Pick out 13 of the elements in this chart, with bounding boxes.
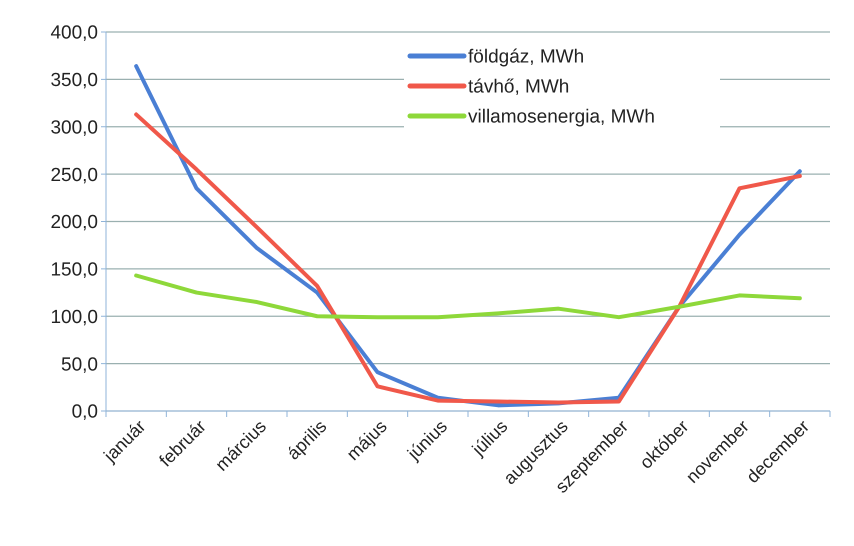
legend-label: földgáz, MWh	[468, 46, 584, 68]
legend-label: távhő, MWh	[468, 76, 570, 98]
y-tick-label: 100,0	[50, 306, 98, 328]
y-tick-label: 400,0	[50, 22, 98, 44]
y-tick-label: 0,0	[72, 402, 98, 423]
y-tick-label: 50,0	[61, 354, 98, 376]
legend-label: villamosenergia, MWh	[468, 106, 655, 128]
line-series	[134, 274, 802, 320]
y-tick-label: 250,0	[50, 164, 98, 186]
y-tick-label: 300,0	[50, 117, 98, 138]
y-tick-label: 150,0	[50, 260, 98, 281]
y-tick-label: 350,0	[50, 70, 98, 92]
y-tick-label: 200,0	[50, 212, 98, 234]
